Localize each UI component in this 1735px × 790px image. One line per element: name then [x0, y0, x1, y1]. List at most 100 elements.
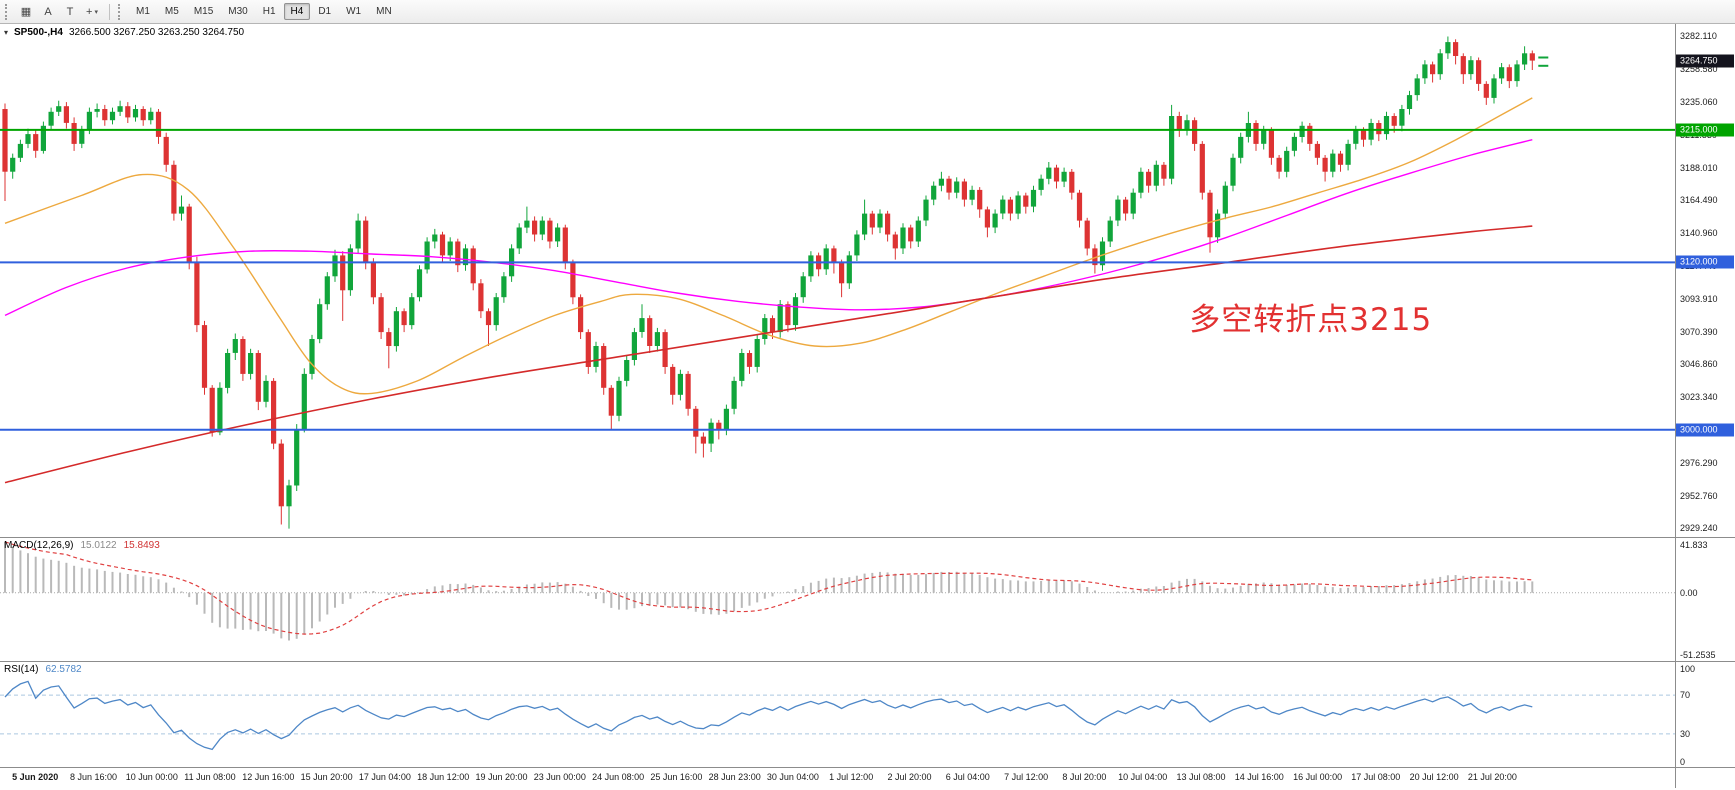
price-chart-plot-area[interactable] — [0, 24, 1675, 537]
time-axis-label: 11 Jun 08:00 — [184, 772, 236, 782]
axis-label: 3258.580 — [1680, 64, 1718, 75]
symbol-timeframe-label: SP500-,H4 — [14, 27, 63, 38]
axis-label: 30 — [1680, 728, 1691, 739]
macd-axis[interactable]: 41.833 0.00 -51.2535 — [1675, 538, 1735, 661]
timeframe-m5-button[interactable]: M5 — [164, 6, 179, 17]
time-axis-label: 2 Jul 20:00 — [887, 772, 932, 782]
time-axis-label: 30 Jun 04:00 — [766, 772, 819, 782]
price-chart-canvas[interactable] — [0, 24, 1675, 537]
macd-canvas[interactable] — [0, 538, 1675, 661]
text-label-tool[interactable]: A — [44, 5, 52, 18]
price-chart-panel: ▾ SP500-,H4 3266.500 3267.250 3263.250 3… — [0, 24, 1735, 538]
collapse-arrow-icon[interactable]: ▾ — [4, 28, 9, 37]
axis-label: 41.833 — [1680, 540, 1708, 550]
drawing-tools-group: ▦ A T + ▾ — [16, 3, 102, 21]
time-axis-label: 24 Jun 08:00 — [592, 772, 645, 782]
timeframe-w1-button[interactable]: W1 — [346, 6, 362, 17]
ma-mid-line — [4, 139, 1533, 317]
timeframe-m15-button[interactable]: M15 — [193, 6, 214, 17]
ohlc-values: 3266.500 3267.250 3263.250 3264.750 — [68, 27, 245, 38]
toolbar: ▦ A T + ▾ M1 M5 M15 M30 H1 H4 D1 W1 MN — [0, 0, 1735, 24]
time-axis-label: 12 Jun 16:00 — [242, 772, 295, 782]
timeframes-group: M1 M5 M15 M30 H1 H4 D1 W1 MN — [129, 3, 399, 20]
candles-layer — [2, 36, 1535, 529]
current-price-tag: 3264.750 — [1676, 54, 1734, 68]
macd-panel: MACD(12,26,9) 15.0122 15.8493 41.833 0.00… — [0, 538, 1735, 662]
chart-header: ▾ SP500-,H4 3266.500 3267.250 3263.250 3… — [4, 27, 244, 38]
timeframe-m1-button[interactable]: M1 — [136, 6, 150, 17]
macd-main-value: 15.0122 — [80, 540, 117, 551]
ma-fast-line — [4, 97, 1533, 395]
axis-label: 2929.240 — [1680, 523, 1718, 534]
time-axis-label: 16 Jul 00:00 — [1293, 772, 1343, 782]
ma-slow-line — [4, 225, 1533, 484]
time-axis-label: 21 Jul 20:00 — [1467, 772, 1517, 782]
axis-label: 3188.010 — [1680, 162, 1718, 173]
time-axis-label: 18 Jun 12:00 — [417, 772, 470, 782]
time-axis-label: 23 Jun 00:00 — [533, 772, 586, 782]
axis-label: -51.2535 — [1680, 650, 1716, 660]
time-axis-label: 5 Jun 2020 — [12, 772, 59, 782]
time-axis-label: 19 Jun 20:00 — [475, 772, 528, 782]
rsi-panel: RSI(14) 62.5782 100 70 30 0 — [0, 662, 1735, 768]
timeframe-mn-button[interactable]: MN — [376, 6, 392, 17]
timeframe-h1-button[interactable]: H1 — [262, 6, 276, 17]
axis-label: 2952.760 — [1680, 490, 1718, 501]
axis-label: 3070.390 — [1680, 326, 1718, 337]
rsi-header: RSI(14) 62.5782 — [4, 664, 82, 675]
time-axis-label: 8 Jul 20:00 — [1062, 772, 1107, 782]
timeframe-h4-button[interactable]: H4 — [283, 3, 311, 20]
annotation-text: 多空转折点3215 — [1189, 302, 1433, 339]
axis-label: 3046.860 — [1680, 359, 1718, 370]
rsi-line — [4, 680, 1533, 751]
rsi-label: RSI(14) — [4, 664, 39, 675]
axis-label: 3140.960 — [1680, 228, 1718, 239]
time-axis[interactable]: 5 Jun 2020 8 Jun 16:00 10 Jun 00:00 11 Jun … — [0, 768, 1735, 788]
rsi-canvas[interactable] — [0, 662, 1675, 767]
axis-label: 3023.340 — [1680, 392, 1718, 403]
time-axis-label: 17 Jul 08:00 — [1351, 772, 1401, 782]
macd-histogram — [4, 541, 1534, 641]
time-axis-label: 7 Jul 12:00 — [1004, 772, 1049, 782]
rsi-value: 62.5782 — [45, 664, 82, 675]
time-axis-label: 28 Jun 23:00 — [708, 772, 761, 782]
timeframes-drag-handle[interactable] — [118, 3, 123, 20]
axis-label: 2976.290 — [1680, 457, 1718, 468]
toolbar-drag-handle[interactable] — [5, 3, 10, 20]
toolbar-separator — [109, 3, 110, 20]
time-axis-label: 14 Jul 16:00 — [1234, 772, 1284, 782]
rsi-plot-area[interactable] — [0, 662, 1675, 767]
macd-label: MACD(12,26,9) — [4, 540, 74, 551]
axis-label: 3093.910 — [1680, 293, 1718, 304]
hline-price-tag: 3215.000 — [1676, 123, 1734, 137]
macd-signal-value: 15.8493 — [123, 540, 160, 551]
axis-label: 0 — [1680, 757, 1686, 767]
time-axis-label: 10 Jul 04:00 — [1118, 772, 1168, 782]
axis-corner — [1675, 768, 1735, 788]
crosshair-tool[interactable]: + ▾ — [86, 5, 98, 18]
time-axis-label: 20 Jul 12:00 — [1409, 772, 1459, 782]
time-axis-label: 6 Jul 04:00 — [945, 772, 990, 782]
time-axis-label: 15 Jun 20:00 — [300, 772, 353, 782]
grid-tool-icon[interactable]: ▦ — [20, 6, 32, 18]
axis-label: 100 — [1680, 664, 1696, 674]
time-axis-label: 8 Jun 16:00 — [69, 772, 118, 782]
rsi-axis[interactable]: 100 70 30 0 — [1675, 662, 1735, 767]
timeframe-m30-button[interactable]: M30 — [228, 6, 248, 17]
timeframe-d1-button[interactable]: D1 — [318, 6, 332, 17]
macd-plot-area[interactable] — [0, 538, 1675, 661]
time-axis-label: 10 Jun 00:00 — [125, 772, 178, 782]
price-axis[interactable]: 3282.1103258.5803235.0603211.5303188.010… — [1675, 24, 1735, 537]
hline-price-tag: 3000.000 — [1676, 423, 1734, 437]
axis-label: 70 — [1680, 690, 1691, 701]
axis-label: 0.00 — [1680, 587, 1698, 598]
time-axis-label: 25 Jun 16:00 — [650, 772, 703, 782]
time-axis-label: 1 Jul 12:00 — [829, 772, 874, 782]
hline-price-tag: 3120.000 — [1676, 255, 1734, 269]
text-tool[interactable]: T — [66, 5, 74, 18]
macd-signal-line — [4, 541, 1533, 635]
axis-label: 3164.490 — [1680, 195, 1718, 206]
time-axis-labels: 5 Jun 2020 8 Jun 16:00 10 Jun 00:00 11 Jun … — [0, 768, 1675, 788]
time-axis-label: 13 Jul 08:00 — [1176, 772, 1226, 782]
